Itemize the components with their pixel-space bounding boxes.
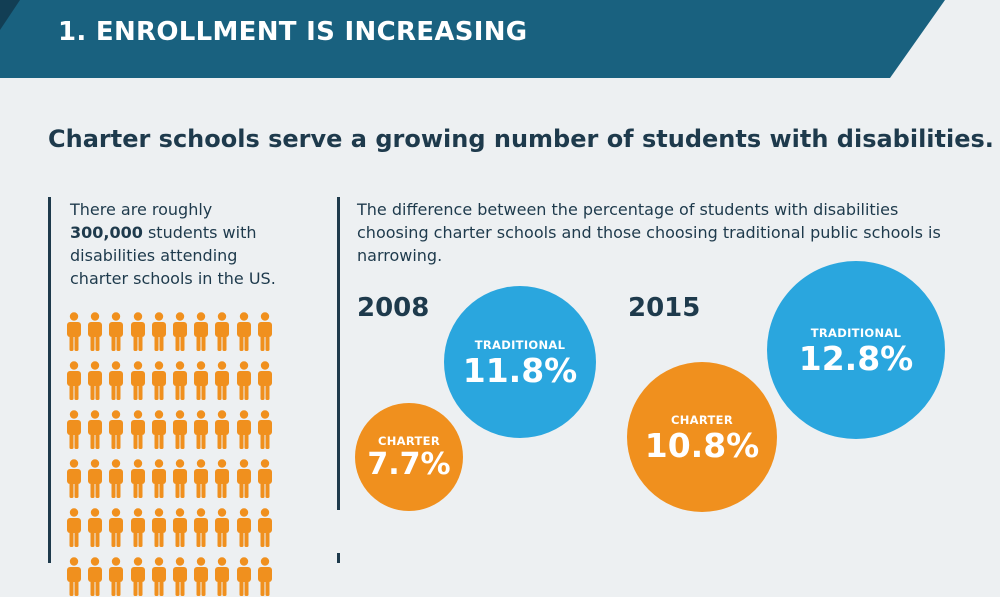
person-icon	[215, 410, 230, 449]
person-icon	[173, 508, 187, 547]
person-icon	[215, 557, 230, 596]
person-icon	[173, 312, 187, 351]
students-text-after: students with disabilities attending cha…	[70, 223, 276, 288]
traditional-label-2015: TRADITIONAL	[810, 325, 902, 340]
traditional-value-2015: 12.8%	[798, 338, 914, 378]
person-icon	[130, 508, 145, 547]
person-icon	[194, 459, 209, 498]
person-icon	[88, 508, 103, 547]
traditional-value-2008: 11.8%	[462, 350, 578, 390]
person-icon	[109, 508, 124, 547]
person-icon	[215, 361, 230, 400]
person-icon	[67, 508, 81, 547]
headline: Charter schools serve a growing number o…	[48, 125, 994, 153]
section-banner: 1. ENROLLMENT IS INCREASING	[0, 0, 1000, 78]
person-icon	[130, 410, 145, 449]
left-divider	[48, 197, 51, 563]
person-icon	[130, 361, 145, 400]
charter-bubble-2008: CHARTER 7.7%	[355, 403, 463, 511]
person-icon	[236, 361, 251, 400]
person-icon	[173, 557, 187, 596]
person-icon	[215, 459, 230, 498]
person-icon	[236, 410, 251, 449]
person-icon	[257, 459, 272, 498]
person-icon	[88, 557, 103, 596]
person-icon	[109, 312, 124, 351]
person-icon	[257, 361, 272, 400]
person-icon	[257, 557, 272, 596]
person-icon	[67, 410, 81, 449]
person-icon	[151, 312, 166, 351]
person-icon	[67, 312, 81, 351]
students-count: 300,000	[70, 223, 143, 242]
person-icon	[257, 312, 272, 351]
students-text-before: There are roughly	[70, 200, 213, 219]
person-icon	[151, 459, 166, 498]
person-icon	[88, 361, 103, 400]
person-icon	[151, 410, 166, 449]
section-title: 1. ENROLLMENT IS INCREASING	[58, 17, 528, 47]
person-icon	[109, 410, 124, 449]
comparison-description: The difference between the percentage of…	[357, 200, 941, 265]
person-icon	[236, 459, 251, 498]
year-2015: 2015	[628, 293, 701, 323]
person-icon	[257, 508, 272, 547]
person-icon	[236, 312, 251, 351]
person-icon	[67, 459, 81, 498]
person-icon	[194, 410, 209, 449]
students-count-text: There are roughly 300,000 students with …	[70, 198, 290, 290]
traditional-bubble-2008: TRADITIONAL 11.8%	[444, 286, 596, 438]
person-icon	[151, 508, 166, 547]
person-icon	[215, 508, 230, 547]
person-icon	[67, 361, 81, 400]
traditional-label-2008: TRADITIONAL	[474, 337, 566, 352]
charter-value-2015: 10.8%	[644, 425, 760, 465]
person-icon	[151, 361, 166, 400]
person-icon	[173, 459, 187, 498]
person-icon	[109, 459, 124, 498]
person-icon	[130, 459, 145, 498]
charter-value-2008: 7.7%	[367, 447, 451, 482]
charter-label-2008: CHARTER	[378, 434, 440, 448]
person-icon	[236, 557, 251, 596]
person-icon	[173, 410, 187, 449]
year-2008: 2008	[357, 293, 430, 323]
person-icon	[130, 312, 145, 351]
person-icon	[194, 361, 209, 400]
person-icon	[194, 557, 209, 596]
right-divider	[337, 197, 340, 510]
person-icon	[194, 312, 209, 351]
banner-shape	[0, 0, 945, 78]
person-icon	[109, 557, 124, 596]
person-icon	[257, 410, 272, 449]
person-icon	[151, 557, 166, 596]
person-icon	[236, 508, 251, 547]
person-icon	[215, 312, 230, 351]
person-icon	[88, 459, 103, 498]
charter-bubble-2015: CHARTER 10.8%	[627, 362, 777, 512]
person-icon	[88, 410, 103, 449]
person-icon	[109, 361, 124, 400]
person-icon	[173, 361, 187, 400]
bottom-divider	[337, 553, 340, 563]
person-icon	[194, 508, 209, 547]
person-icon	[130, 557, 145, 596]
charter-label-2015: CHARTER	[671, 412, 733, 427]
person-icon	[67, 557, 81, 596]
traditional-bubble-2015: TRADITIONAL 12.8%	[767, 261, 945, 439]
person-icon	[88, 312, 103, 351]
